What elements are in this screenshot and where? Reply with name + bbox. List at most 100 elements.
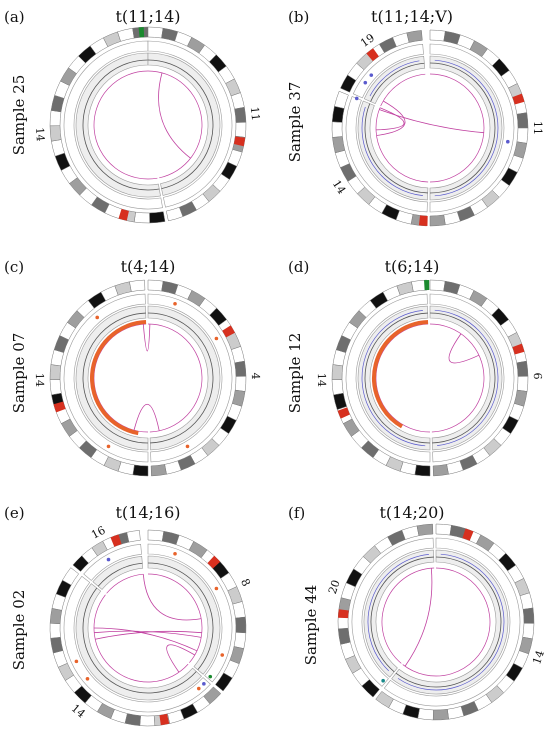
- baseline-ring: [147, 312, 214, 444]
- ideogram-band: [50, 636, 64, 654]
- data-track-outer: [345, 96, 428, 213]
- cnv-line: [434, 59, 499, 197]
- ideogram-band: [139, 715, 156, 727]
- data-track-outer: [351, 537, 434, 687]
- baseline-ring: [370, 62, 425, 102]
- chromosome-label: 8: [238, 577, 253, 589]
- variant-dot: [173, 301, 177, 306]
- ideogram-band: [375, 690, 394, 709]
- panel-a: (a) t(11;14) Sample 25 14 11: [4, 7, 262, 224]
- ideogram-band: [447, 706, 465, 720]
- centromere-band: [222, 325, 235, 338]
- link-ring: [93, 70, 158, 180]
- panel-title: t(6;14): [385, 257, 440, 276]
- link-ring: [375, 323, 431, 433]
- data-track-outer: [352, 43, 424, 99]
- link-ring: [93, 594, 189, 683]
- ideogram-band: [331, 105, 345, 123]
- chromosome-label: 20: [326, 578, 343, 595]
- ideogram-band: [150, 464, 167, 477]
- ideogram-band: [232, 601, 246, 619]
- link-ring: [147, 70, 203, 179]
- panel-title: t(11;14): [115, 7, 180, 26]
- ideogram-band: [49, 379, 62, 396]
- marker-band: [424, 280, 430, 291]
- ideogram-band: [117, 27, 135, 42]
- chromosome-label: 14: [69, 702, 88, 721]
- ideogram-band: [230, 92, 245, 110]
- data-track-outer: [147, 293, 233, 463]
- variant-dot: [363, 80, 368, 85]
- ideogram-band: [49, 364, 62, 380]
- translocation-link: [166, 644, 195, 673]
- ideogram-band: [49, 110, 62, 127]
- ideogram-band: [417, 708, 434, 721]
- variant-dot: [95, 315, 100, 320]
- ideogram-band: [516, 376, 529, 392]
- translocation-link: [142, 324, 151, 352]
- link-ring: [106, 573, 144, 594]
- link-ring: [93, 323, 149, 433]
- translocation-link: [379, 109, 484, 134]
- ideogram-band: [435, 523, 452, 536]
- data-track-outer: [345, 293, 431, 463]
- cnv-line: [369, 60, 420, 97]
- centromere-band: [53, 401, 66, 413]
- sample-label: Sample 44: [302, 585, 320, 666]
- ideogram-band: [411, 279, 428, 292]
- ideogram-band: [215, 672, 233, 692]
- ideogram-band: [51, 139, 65, 157]
- baseline-ring: [147, 59, 214, 189]
- ideogram-band: [334, 90, 349, 109]
- ideogram-band: [337, 627, 351, 645]
- chromosome-label: 14: [315, 373, 328, 387]
- variant-dot: [381, 678, 385, 683]
- centromere-band: [118, 208, 129, 221]
- translocation-link: [158, 72, 191, 159]
- chromosome-label: 19: [358, 31, 377, 50]
- centromere-band: [418, 215, 428, 226]
- panel-title: t(11;14;V): [371, 7, 453, 26]
- data-track-inner: [357, 100, 429, 201]
- panel-label: (e): [4, 504, 25, 522]
- centromere-band: [338, 609, 349, 619]
- centromere-band: [462, 528, 474, 541]
- baseline-ring: [364, 312, 431, 444]
- variant-dot: [354, 96, 359, 101]
- chromosome-label: 14: [330, 178, 349, 197]
- translocation-link: [404, 568, 433, 667]
- ideogram-band: [429, 279, 446, 292]
- baseline-ring: [364, 103, 428, 194]
- data-track-outer: [147, 40, 233, 208]
- ideogram-band: [234, 106, 247, 123]
- centromere-band: [512, 93, 525, 105]
- variant-dot: [202, 682, 206, 686]
- data-track-inner: [363, 55, 426, 104]
- ideogram-band: [333, 392, 348, 410]
- link-ring: [429, 73, 485, 183]
- sample-label: Sample 12: [286, 333, 304, 414]
- cnv-line: [367, 554, 429, 672]
- ideogram-band: [516, 360, 529, 377]
- ideogram-band: [133, 211, 150, 224]
- variant-dot: [214, 586, 219, 591]
- chromosome-label: 6: [531, 373, 544, 380]
- centromere-band: [233, 136, 246, 147]
- baseline-ring: [395, 556, 502, 688]
- baseline-ring: [147, 562, 214, 671]
- link-ring: [381, 567, 435, 664]
- variant-dot: [85, 676, 90, 681]
- panel-e: (e) t(14;16) Sample 02 16 8 14: [4, 503, 253, 727]
- circos-plot: 16 8 14: [49, 524, 253, 727]
- sample-label: Sample 02: [10, 590, 28, 671]
- ideogram-band: [414, 464, 431, 477]
- translocation-link: [376, 100, 406, 136]
- ideogram-band: [235, 616, 247, 634]
- ideogram-band: [522, 623, 535, 640]
- ideogram-band: [149, 211, 166, 224]
- link-ring: [402, 567, 491, 677]
- panel-label: (c): [4, 258, 24, 276]
- panel-label: (a): [4, 8, 25, 26]
- data-track-inner: [92, 555, 144, 590]
